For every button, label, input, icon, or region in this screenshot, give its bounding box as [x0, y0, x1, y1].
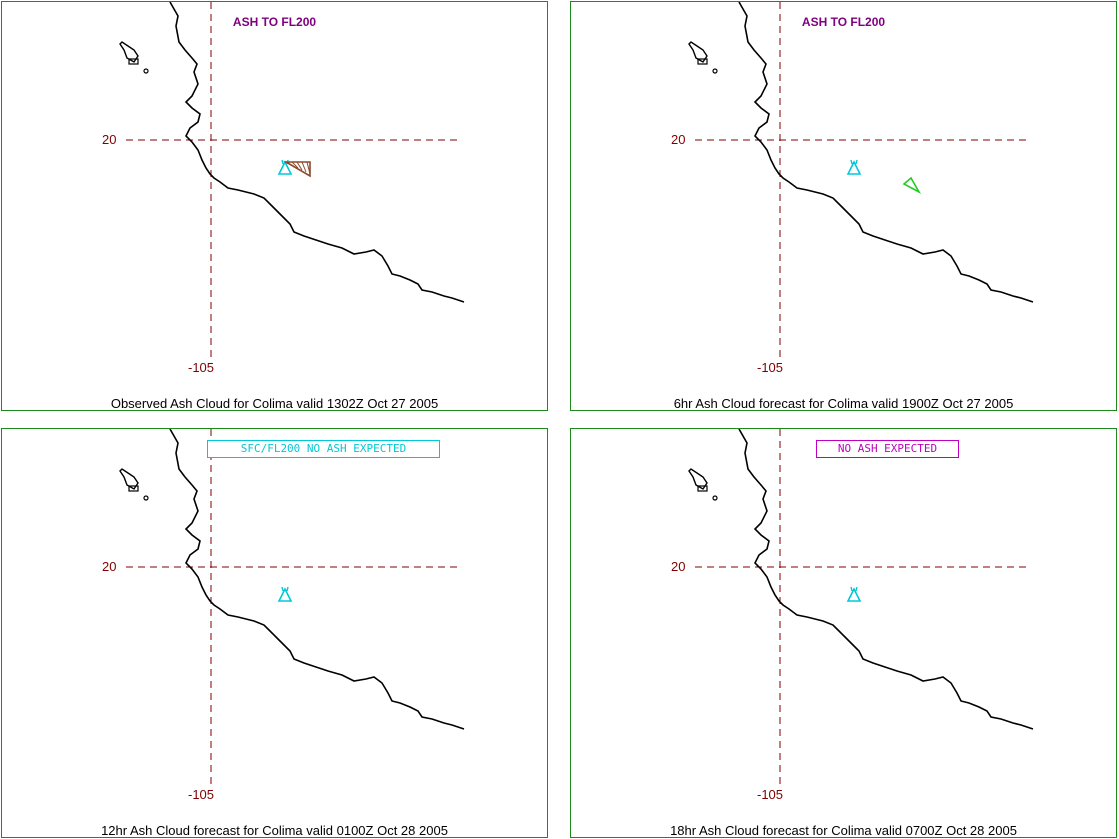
longitude-label: -105: [757, 787, 784, 802]
map-panel-6hr: ASH TO FL200 20 -105 6hr Ash Cloud forec…: [570, 1, 1117, 411]
longitude-label: -105: [188, 360, 215, 375]
forecast-ash-area: [902, 176, 922, 195]
volcano-triangle: [277, 587, 293, 602]
volcano-triangle: [277, 160, 293, 175]
volcano-icon: [277, 586, 293, 602]
island-outline: [119, 41, 139, 63]
volcano-plume-mark: [850, 586, 853, 592]
ash-level-header: ASH TO FL200: [801, 15, 886, 29]
map-panel-18hr: NO ASH EXPECTED 20 -105 18hr Ash Cloud f…: [570, 428, 1117, 838]
ash-area-hatch: [291, 161, 299, 169]
volcano-triangle: [846, 160, 862, 175]
map-canvas: [688, 2, 1034, 358]
islet-outline: [697, 485, 708, 492]
island-outline: [119, 468, 139, 490]
ash-area-hatch: [306, 161, 311, 175]
ash-level-header: SFC/FL200 NO ASH EXPECTED: [207, 440, 440, 458]
volcano-triangle: [846, 587, 862, 602]
islet-outline: [128, 485, 139, 492]
latitude-label: 20: [671, 559, 686, 574]
panel-caption: 6hr Ash Cloud forecast for Colima valid …: [673, 396, 1014, 411]
island-outline: [688, 468, 708, 490]
map-canvas: [119, 2, 465, 358]
islet-outline: [712, 68, 718, 74]
volcano-plume-mark: [855, 586, 858, 592]
map-panel-12hr: SFC/FL200 NO ASH EXPECTED 20 -105 12hr A…: [1, 428, 548, 838]
latitude-label: 20: [102, 132, 117, 147]
panel-caption: 12hr Ash Cloud forecast for Colima valid…: [101, 823, 448, 838]
longitude-label: -105: [757, 360, 784, 375]
island-outline: [688, 41, 708, 63]
ash-area-hatch: [296, 161, 303, 171]
map-canvas: [119, 429, 465, 785]
volcano-plume-mark: [855, 159, 858, 165]
volcano-plume-mark: [286, 586, 289, 592]
latitude-label: 20: [102, 559, 117, 574]
islet-outline: [697, 58, 708, 65]
panel-caption: 18hr Ash Cloud forecast for Colima valid…: [670, 823, 1017, 838]
ash-area-hatch: [301, 161, 307, 173]
islet-outline: [712, 495, 718, 501]
observed-ash-area: [283, 161, 311, 178]
ash-level-header: NO ASH EXPECTED: [816, 440, 959, 458]
volcano-icon: [846, 159, 862, 175]
ash-area-outline: [283, 161, 311, 178]
islet-outline: [143, 495, 149, 501]
volcano-plume-mark: [281, 159, 284, 165]
islet-outline: [143, 68, 149, 74]
longitude-label: -105: [188, 787, 215, 802]
volcano-plume-mark: [850, 159, 853, 165]
latitude-label: 20: [671, 132, 686, 147]
coastline: [738, 2, 1034, 303]
coastline: [169, 429, 465, 730]
map-panel-observed: ASH TO FL200 20 -105 Observed Ash Cloud …: [1, 1, 548, 411]
islet-outline: [128, 58, 139, 65]
ash-level-header: ASH TO FL200: [232, 15, 317, 29]
volcano-icon: [846, 586, 862, 602]
coastline: [738, 429, 1034, 730]
coastline: [169, 2, 465, 303]
volcano-plume-mark: [281, 586, 284, 592]
panel-caption: Observed Ash Cloud for Colima valid 1302…: [110, 396, 439, 411]
map-canvas: [688, 429, 1034, 785]
